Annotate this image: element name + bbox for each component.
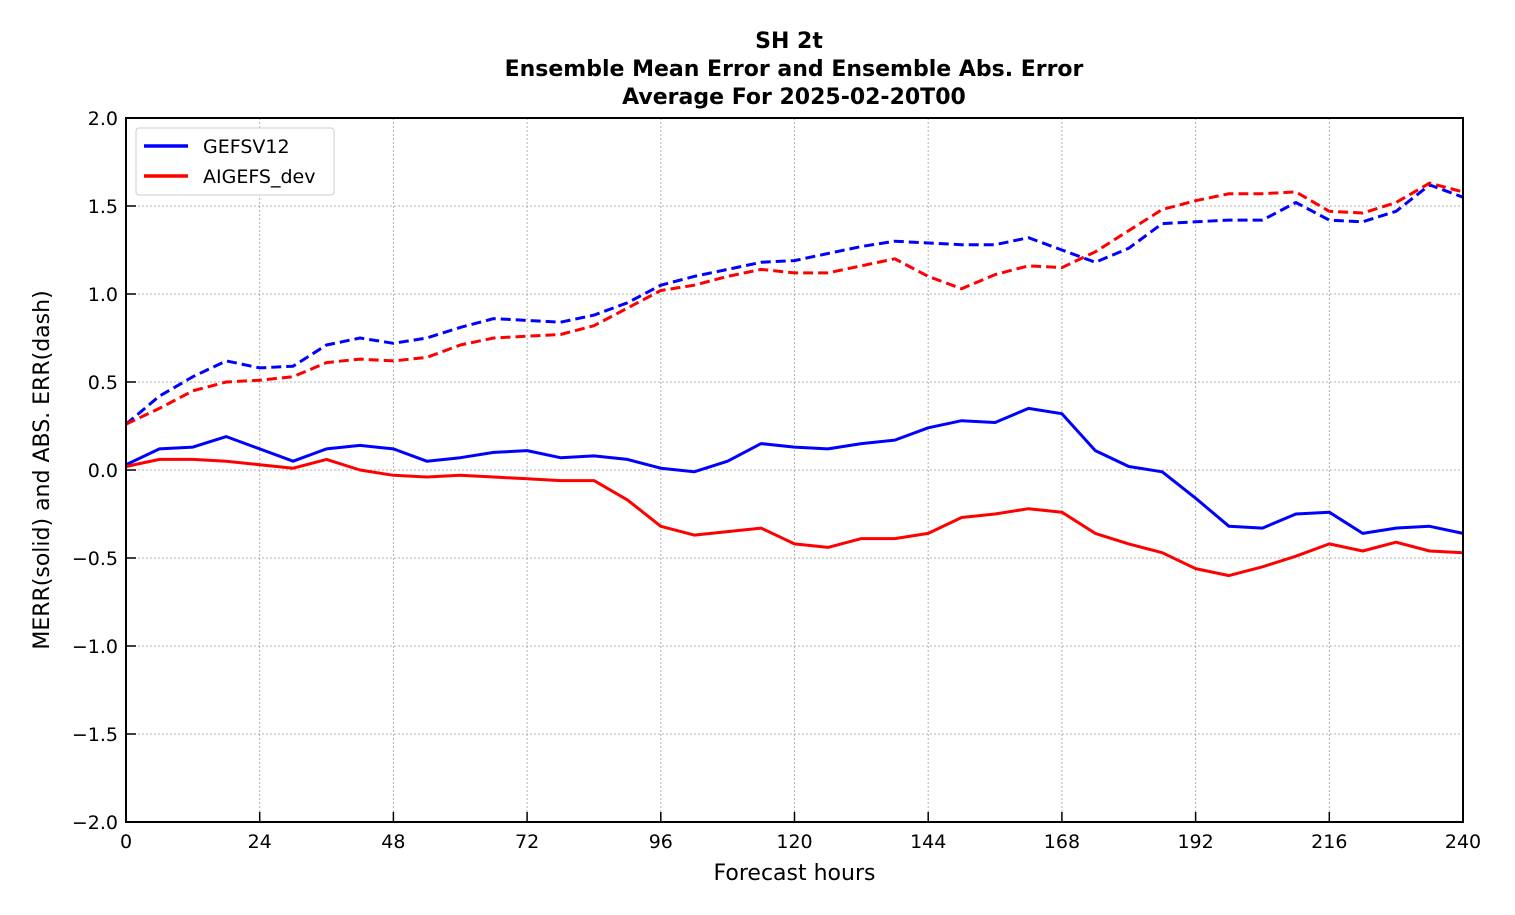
x-tick-label-10: 240 <box>1445 831 1481 853</box>
series-line-0-mean-error <box>125 406 1464 535</box>
series-group <box>125 181 1464 578</box>
x-tick-label-7: 168 <box>1044 831 1080 853</box>
x-tick-label-1: 24 <box>248 831 272 853</box>
series-line-2-abs-error <box>125 183 1464 426</box>
grid <box>125 117 1464 823</box>
y-tick-label-3: −0.5 <box>72 548 118 570</box>
x-tick-label-0: 0 <box>120 831 132 853</box>
legend-entry-aigefs-dev: AIGEFS_dev <box>203 166 315 188</box>
legend: GEFSV12 AIGEFS_dev <box>135 127 335 196</box>
title-line-1: SH 2t <box>755 29 823 54</box>
y-tick-label-4: 0.0 <box>88 460 118 482</box>
series-line-3-abs-error <box>125 181 1464 426</box>
x-tick-label-6: 144 <box>910 831 946 853</box>
x-tick-label-8: 192 <box>1177 831 1213 853</box>
title-line-3: Average For 2025-02-20T00 <box>622 85 966 110</box>
title-line-2: Ensemble Mean Error and Ensemble Abs. Er… <box>505 57 1084 82</box>
x-tick-label-9: 216 <box>1311 831 1347 853</box>
y-tick-label-2: −1.0 <box>72 636 118 658</box>
y-tick-label-1: −1.5 <box>72 724 118 746</box>
x-axis-label: Forecast hours <box>714 861 876 886</box>
y-axis-label: MERR(solid) and ABS. ERR(dash) <box>30 290 55 649</box>
x-tick-label-2: 48 <box>381 831 405 853</box>
x-tick-label-3: 72 <box>515 831 539 853</box>
series-line-1-mean-error <box>125 457 1464 578</box>
y-tick-label-8: 2.0 <box>88 108 118 130</box>
legend-entry-gefsv12: GEFSV12 <box>203 136 290 158</box>
x-tick-label-4: 96 <box>649 831 673 853</box>
y-tick-label-7: 1.5 <box>88 196 118 218</box>
y-tick-label-6: 1.0 <box>88 284 118 306</box>
y-tick-label-5: 0.5 <box>88 372 118 394</box>
x-tick-label-5: 120 <box>776 831 812 853</box>
axis-ticks: 0 24 48 72 96 120 144 168 192 216 240 −2.0 −1.5 −1.0 −… <box>72 108 1481 853</box>
y-tick-label-0: −2.0 <box>72 812 118 834</box>
chart-title: SH 2t Ensemble Mean Error and Ensemble A… <box>505 29 1084 110</box>
